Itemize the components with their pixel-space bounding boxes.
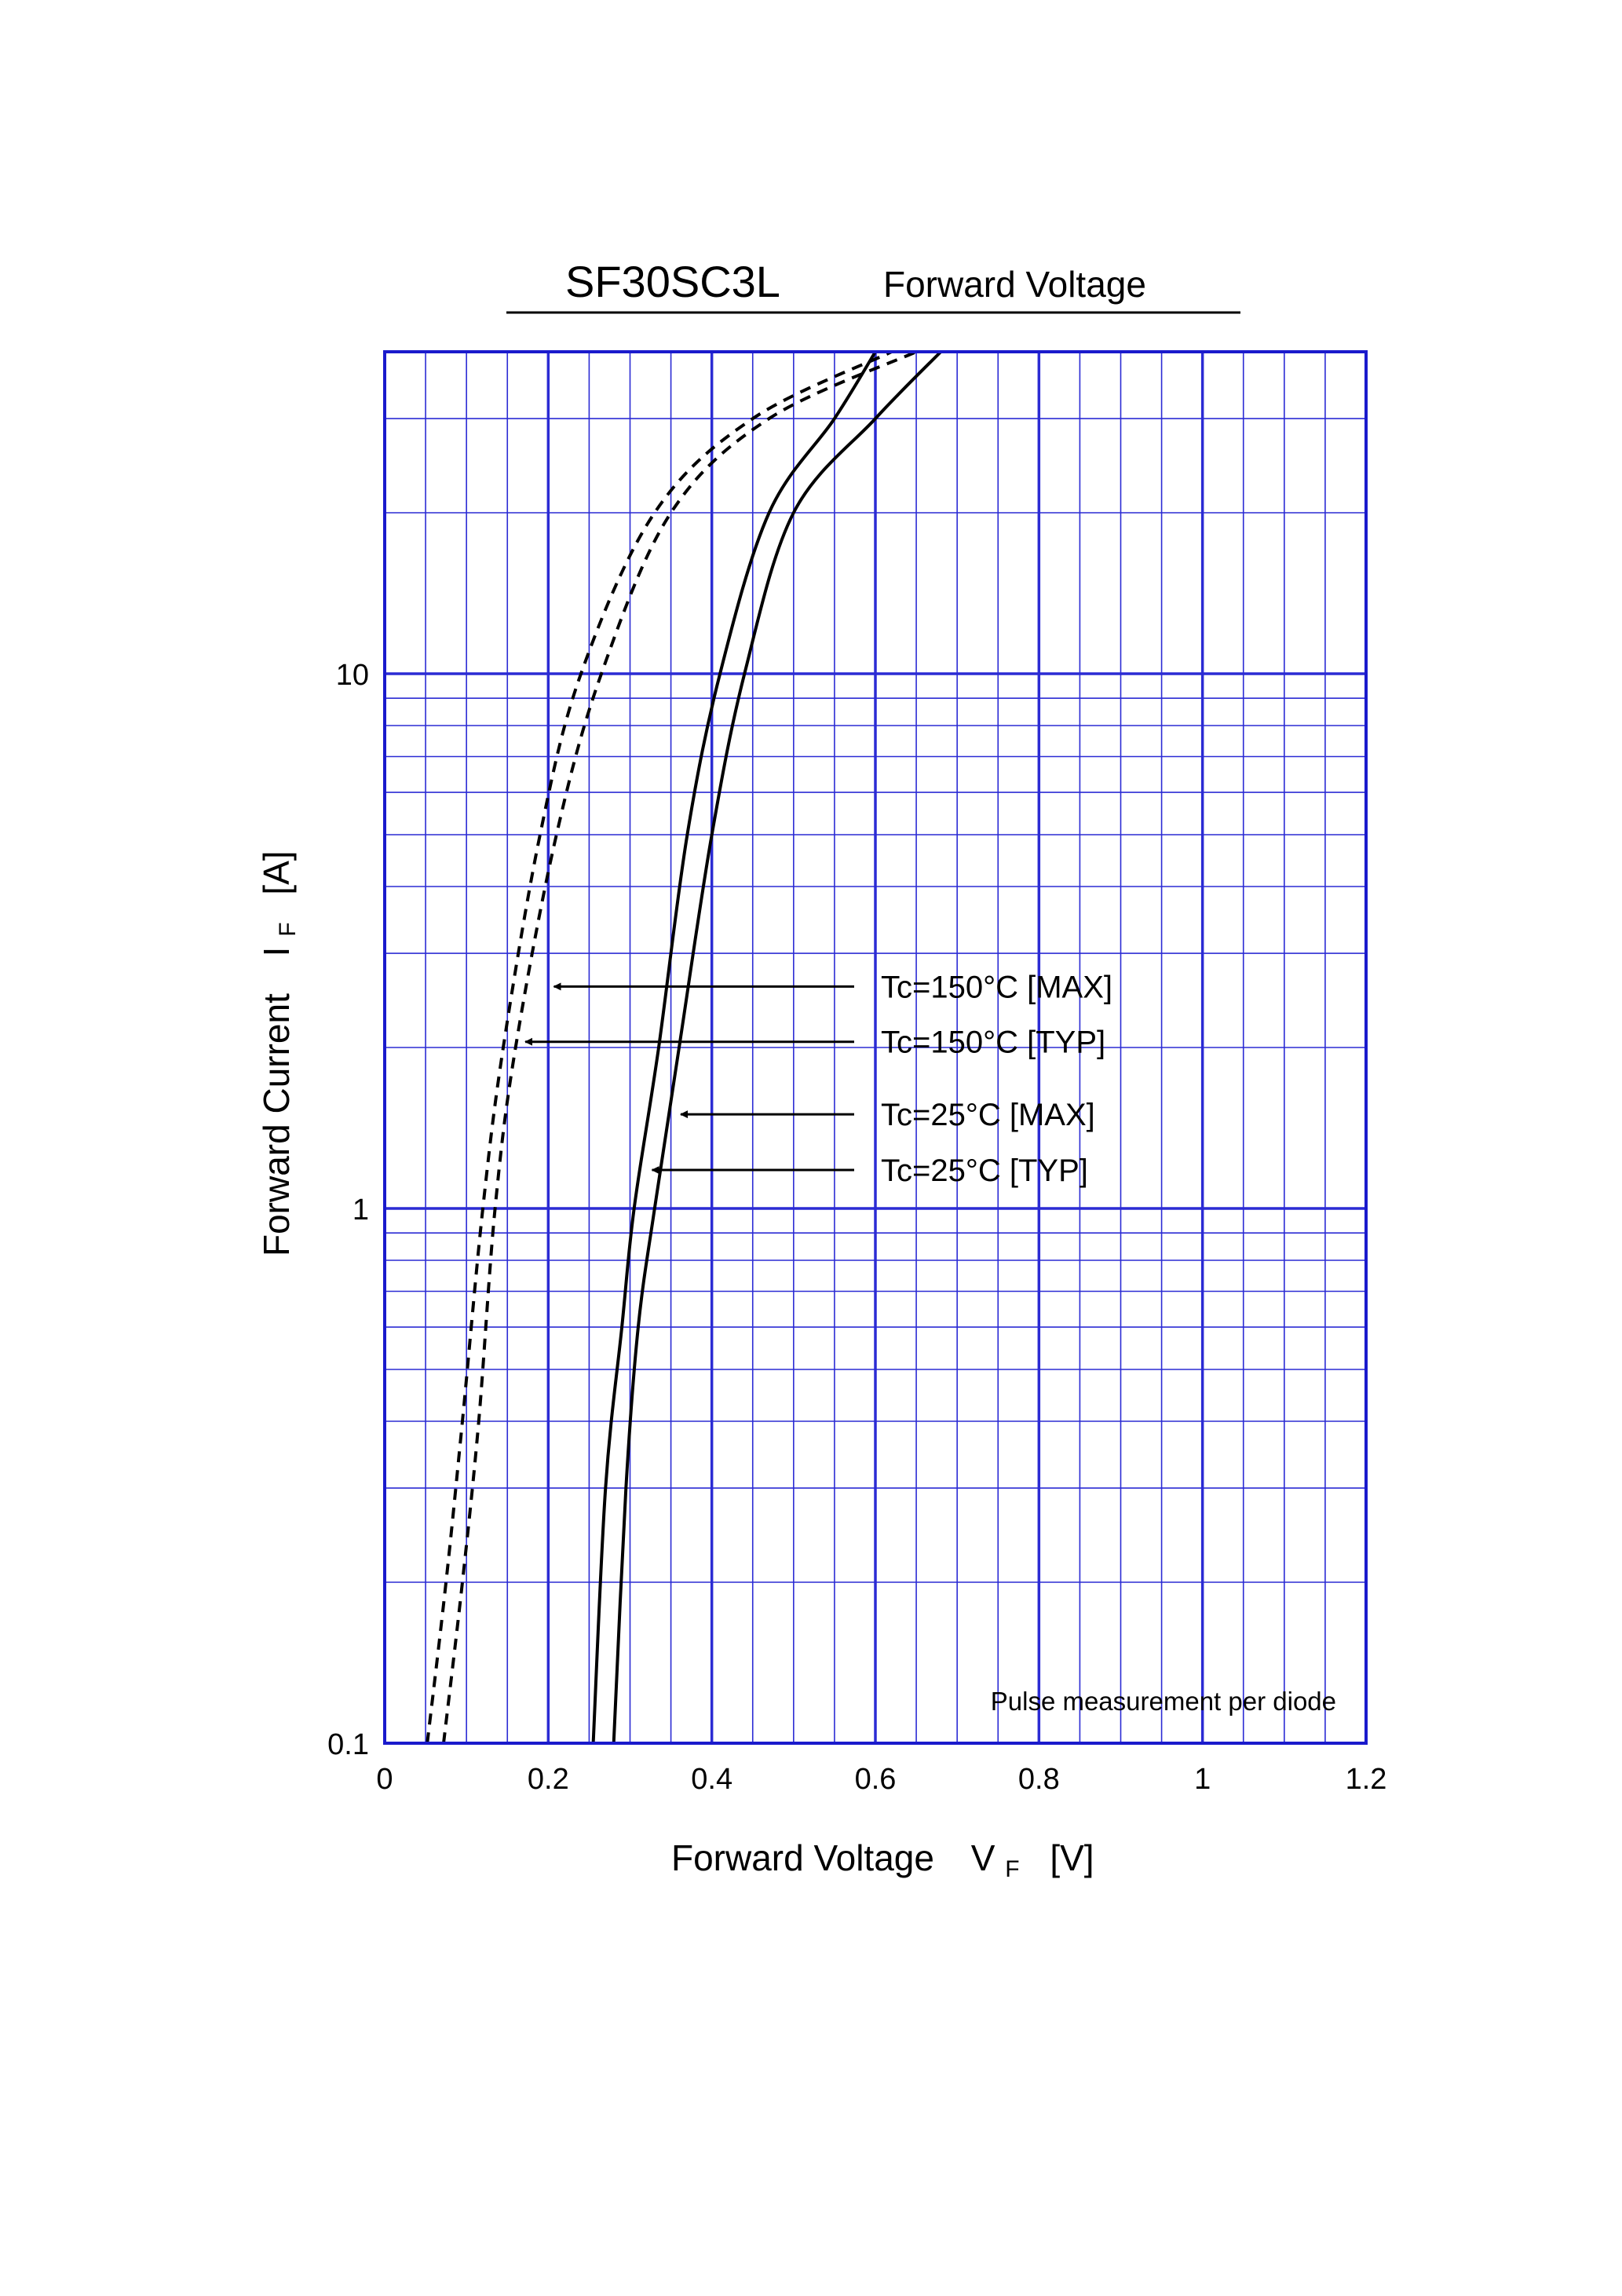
ticks: 0 0.2 0.4 0.6 0.8 1 1.2 0.1 1 10 [327, 659, 1386, 1796]
x-axis-label-unit: [V] [1050, 1837, 1094, 1878]
y-tick-label: 1 [353, 1194, 369, 1227]
x-tick-label: 0.2 [528, 1763, 569, 1796]
annotation-label: Tc=25°C [MAX] [881, 1098, 1095, 1132]
series-line-0 [442, 350, 917, 1744]
measurement-note: Pulse measurement per diode [991, 1687, 1336, 1716]
x-tick-label: 0 [376, 1763, 393, 1796]
y-axis-label-text: Forward Current [256, 993, 297, 1256]
y-axis-label-symbol: I [256, 947, 297, 957]
grid [385, 352, 1366, 1743]
y-axis-label-unit: [A] [256, 850, 297, 894]
x-axis-label-subscript: F [1005, 1856, 1019, 1882]
chart-subtitle: Forward Voltage [883, 264, 1146, 305]
annotation-label: Tc=150°C [MAX] [881, 970, 1112, 1004]
series-line-1 [426, 350, 893, 1744]
y-tick-label: 10 [336, 659, 369, 692]
x-tick-label: 1.2 [1346, 1763, 1387, 1796]
y-tick-label: 0.1 [327, 1728, 369, 1761]
x-tick-label: 0.4 [691, 1763, 732, 1796]
x-tick-label: 0.8 [1018, 1763, 1060, 1796]
chart-title: SF30SC3L [565, 257, 780, 306]
annotation-label: Tc=25°C [TYP] [881, 1153, 1088, 1188]
x-axis-label: Forward Voltage V F [V] [671, 1837, 1094, 1885]
y-axis-label-subscript: F [275, 922, 301, 936]
x-tick-label: 0.6 [855, 1763, 897, 1796]
x-tick-label: 1 [1194, 1763, 1211, 1796]
annotations: Tc=150°C [MAX] Tc=150°C [TYP] Tc=25°C [MAX… [524, 970, 1112, 1188]
y-axis-label: Forward Current I F [A] [256, 850, 303, 1256]
annotation-label: Tc=150°C [TYP] [881, 1026, 1105, 1060]
plot-frame [383, 350, 1368, 1745]
curves [426, 350, 942, 1744]
series-line-3 [591, 350, 877, 1744]
x-axis-label-text: Forward Voltage [671, 1837, 934, 1878]
x-axis-label-symbol: V [971, 1837, 995, 1878]
series-line-2 [612, 350, 942, 1744]
